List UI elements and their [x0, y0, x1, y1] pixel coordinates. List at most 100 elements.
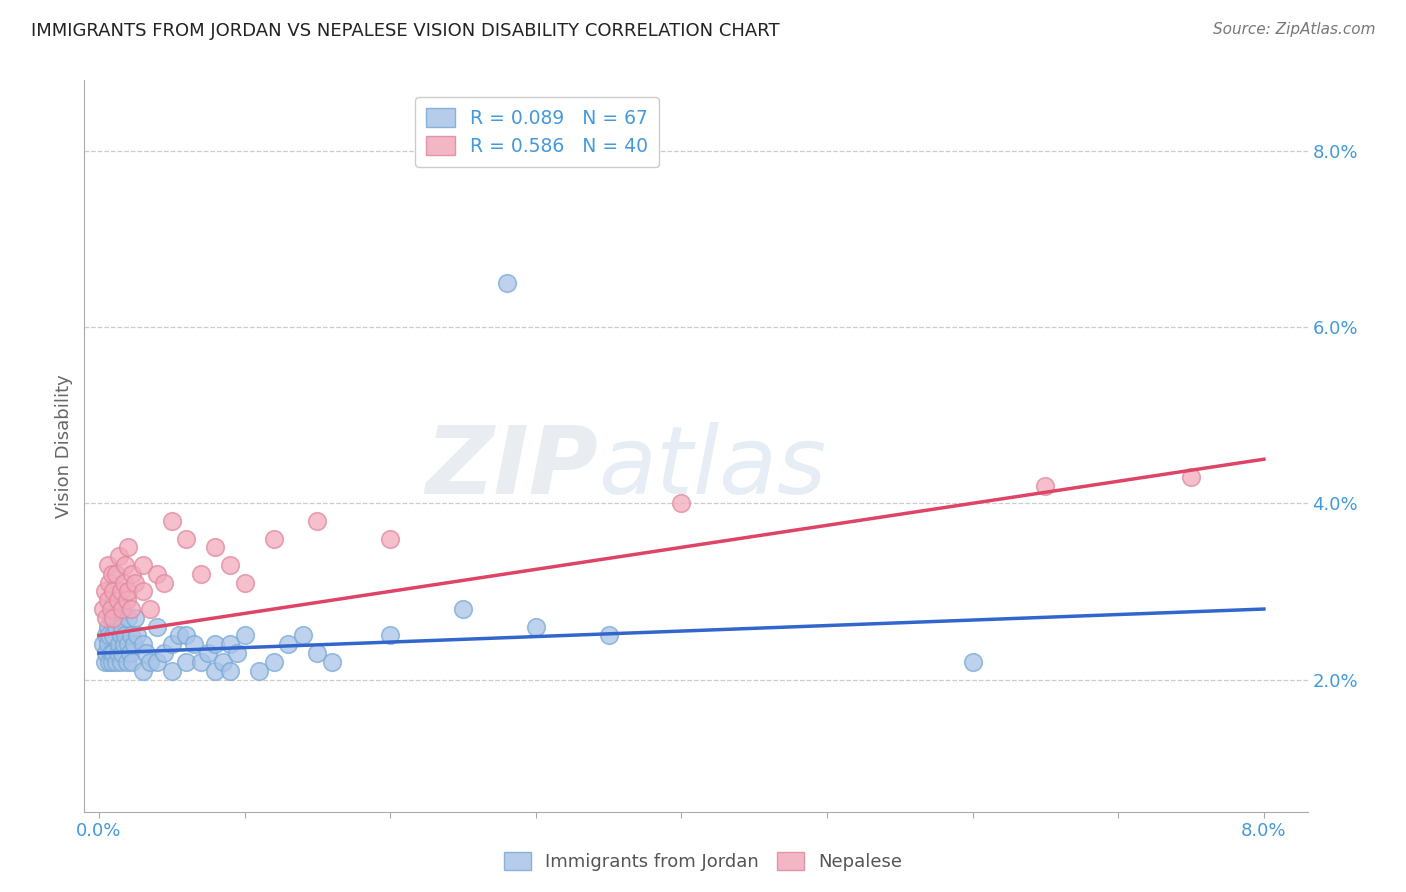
- Point: [321, 655, 343, 669]
- Point: [233, 575, 256, 590]
- Point: [139, 602, 162, 616]
- Point: [111, 602, 134, 616]
- Point: [93, 655, 115, 669]
- Point: [131, 584, 153, 599]
- Point: [93, 584, 115, 599]
- Point: [139, 655, 162, 669]
- Point: [524, 620, 547, 634]
- Y-axis label: Vision Disability: Vision Disability: [55, 374, 73, 518]
- Point: [174, 655, 197, 669]
- Point: [131, 558, 153, 572]
- Point: [100, 646, 122, 660]
- Point: [96, 646, 118, 660]
- Point: [1180, 470, 1202, 484]
- Point: [97, 620, 120, 634]
- Point: [105, 566, 128, 581]
- Point: [124, 575, 146, 590]
- Point: [103, 628, 125, 642]
- Point: [98, 575, 121, 590]
- Point: [112, 575, 135, 590]
- Point: [219, 637, 242, 651]
- Point: [153, 575, 176, 590]
- Point: [120, 628, 142, 642]
- Point: [124, 611, 146, 625]
- Point: [307, 646, 329, 660]
- Point: [110, 655, 132, 669]
- Point: [247, 664, 270, 678]
- Point: [135, 646, 157, 660]
- Point: [110, 584, 132, 599]
- Point: [263, 532, 285, 546]
- Point: [108, 549, 131, 563]
- Point: [291, 628, 314, 642]
- Point: [1035, 478, 1057, 492]
- Point: [115, 593, 138, 607]
- Point: [98, 655, 121, 669]
- Point: [118, 646, 141, 660]
- Point: [380, 628, 402, 642]
- Point: [146, 620, 169, 634]
- Point: [96, 611, 118, 625]
- Point: [103, 611, 125, 625]
- Point: [91, 602, 114, 616]
- Point: [103, 646, 125, 660]
- Text: atlas: atlas: [598, 423, 827, 514]
- Point: [204, 637, 226, 651]
- Point: [100, 611, 122, 625]
- Point: [122, 637, 145, 651]
- Point: [97, 558, 120, 572]
- Point: [91, 637, 114, 651]
- Text: Source: ZipAtlas.com: Source: ZipAtlas.com: [1212, 22, 1375, 37]
- Point: [167, 628, 190, 642]
- Point: [197, 646, 219, 660]
- Point: [183, 637, 205, 651]
- Point: [111, 646, 134, 660]
- Point: [160, 664, 183, 678]
- Point: [125, 628, 148, 642]
- Point: [160, 637, 183, 651]
- Point: [153, 646, 176, 660]
- Point: [97, 593, 120, 607]
- Point: [226, 646, 249, 660]
- Point: [121, 566, 143, 581]
- Point: [108, 637, 131, 651]
- Point: [101, 655, 124, 669]
- Point: [107, 646, 129, 660]
- Point: [962, 655, 984, 669]
- Point: [101, 566, 124, 581]
- Point: [307, 514, 329, 528]
- Point: [380, 532, 402, 546]
- Point: [117, 541, 139, 555]
- Point: [219, 664, 242, 678]
- Text: ZIP: ZIP: [425, 422, 598, 514]
- Point: [117, 611, 139, 625]
- Point: [107, 593, 129, 607]
- Point: [219, 558, 242, 572]
- Point: [204, 664, 226, 678]
- Point: [110, 628, 132, 642]
- Point: [121, 655, 143, 669]
- Legend: R = 0.089   N = 67, R = 0.586   N = 40: R = 0.089 N = 67, R = 0.586 N = 40: [415, 97, 659, 167]
- Point: [103, 602, 125, 616]
- Point: [204, 541, 226, 555]
- Point: [277, 637, 299, 651]
- Point: [96, 628, 118, 642]
- Point: [174, 532, 197, 546]
- Point: [115, 655, 138, 669]
- Point: [598, 628, 620, 642]
- Point: [233, 628, 256, 642]
- Point: [160, 514, 183, 528]
- Point: [107, 611, 129, 625]
- Point: [105, 620, 128, 634]
- Point: [190, 655, 212, 669]
- Point: [451, 602, 474, 616]
- Point: [263, 655, 285, 669]
- Point: [146, 566, 169, 581]
- Point: [117, 637, 139, 651]
- Point: [120, 602, 142, 616]
- Point: [111, 620, 134, 634]
- Point: [114, 558, 136, 572]
- Point: [97, 637, 120, 651]
- Legend: Immigrants from Jordan, Nepalese: Immigrants from Jordan, Nepalese: [496, 845, 910, 879]
- Point: [98, 628, 121, 642]
